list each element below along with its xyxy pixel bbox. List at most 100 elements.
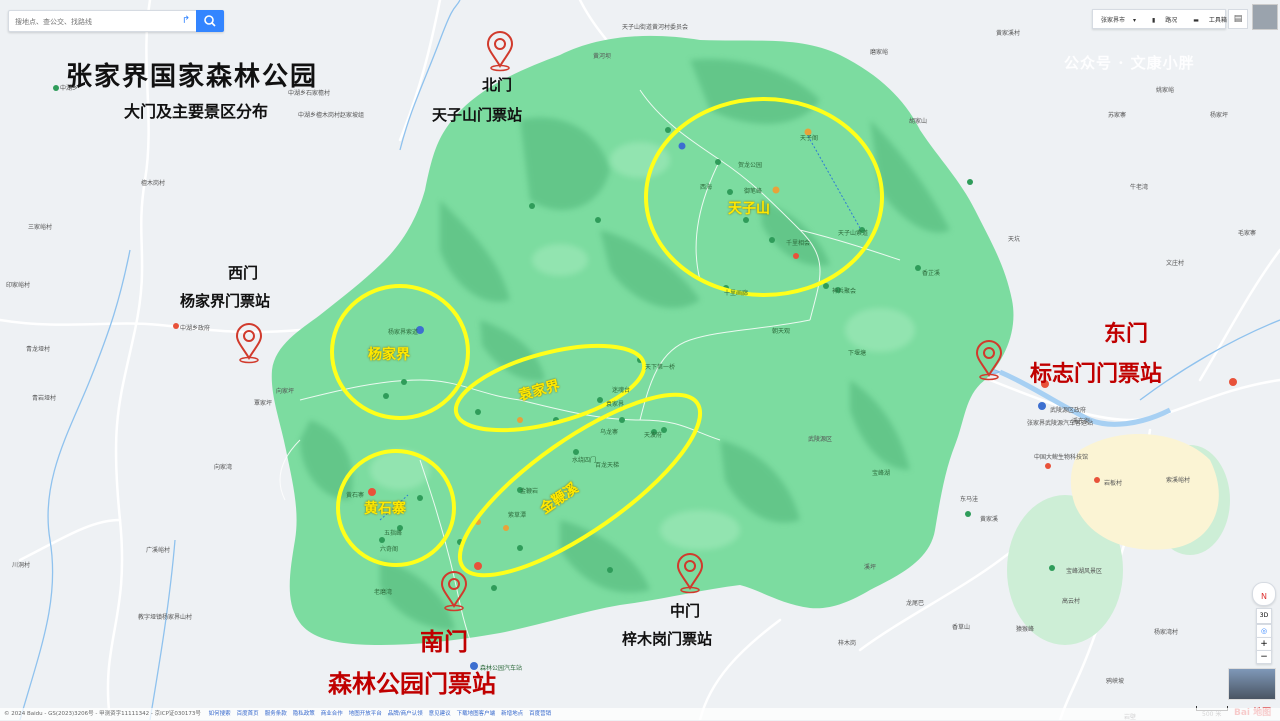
place-label[interactable]: 老磨湾 [374,589,393,596]
footer-link[interactable]: 意见建议 [428,711,451,717]
place-label[interactable]: 川洞村 [12,562,31,569]
footer-link[interactable]: 如何搜索 [208,711,231,717]
place-label[interactable]: 青岩垭村 [32,395,57,402]
place-label[interactable]: 中湖乡政府 [180,325,211,332]
place-label[interactable]: 索溪峪村 [1166,477,1191,484]
place-label[interactable]: 牛老湾 [1130,184,1149,191]
place-label[interactable]: 天坑 [1008,236,1021,243]
place-label[interactable]: 天子山索道 [838,230,869,237]
place-label[interactable]: 胡家山 [909,118,928,125]
place-label[interactable]: 下堰塘 [848,350,867,357]
place-label[interactable]: 鸦峡坡 [1106,678,1125,685]
place-label[interactable]: 覃家坪 [254,400,273,407]
location-pin-icon-west[interactable] [235,323,263,364]
place-label[interactable]: 中湖乡 [60,85,79,92]
place-label[interactable]: 神兵聚会 [832,288,857,295]
place-label[interactable]: 中湖乡石家檐村 [288,90,331,97]
place-label[interactable]: 溪布街 [1072,418,1091,425]
footer-link[interactable]: 品牌/商户认领 [387,711,423,717]
footer-link[interactable]: 服务条款 [264,711,287,717]
place-label[interactable]: 杨家界索道 [388,329,419,336]
place-label[interactable]: 宝峰湖 [872,470,891,477]
compass-button[interactable]: N [1252,582,1276,606]
place-label[interactable]: 广溪峪村 [146,547,171,554]
place-label[interactable]: 杨家湾村 [1154,629,1179,636]
route-icon[interactable]: ↱ [181,15,191,26]
location-pin-icon-east[interactable] [975,340,1003,381]
place-label[interactable]: 乌龙寨 [600,429,619,436]
place-label[interactable]: 中湖乡檀木岗村赵家坡组 [298,112,365,119]
place-label[interactable]: 武陵源区 [808,436,833,443]
place-label[interactable]: 朝天观 [772,328,791,335]
search-input[interactable] [13,13,177,30]
zoom-in-button[interactable]: + [1256,637,1272,651]
place-label[interactable]: 香芷溪 [922,270,941,277]
place-label[interactable]: 岩板村 [1104,480,1123,487]
place-label[interactable]: 黄河坝 [593,53,612,60]
place-label[interactable]: 东马洼 [960,496,979,503]
place-label[interactable]: 中国大鲵生物科技馆 [1034,454,1089,461]
place-label[interactable]: 迷魂台 [612,387,631,394]
place-label[interactable]: 向家湾 [214,464,233,471]
footer-link[interactable]: 地图开放平台 [348,711,382,717]
place-label[interactable]: 溪坪 [864,564,877,571]
place-label[interactable]: 十里画廊 [724,290,749,297]
place-label[interactable]: 印家峪村 [6,282,31,289]
footer-link[interactable]: 百度首页 [236,711,259,717]
place-label[interactable]: 文庄村 [1166,260,1185,267]
place-label[interactable]: 教字垭镇杨家界山村 [138,614,193,621]
place-label[interactable]: 向家坪 [276,388,295,395]
place-label[interactable]: 百龙天梯 [595,462,620,469]
place-label[interactable]: 千里相会 [786,240,811,247]
panorama-thumbnail[interactable] [1228,668,1276,700]
place-label[interactable]: 天波府 [644,432,663,439]
place-label[interactable]: 宝峰湖风景区 [1066,568,1103,575]
place-label[interactable]: 青龙垭村 [26,346,51,353]
place-label[interactable]: 武陵源区政府 [1050,407,1087,414]
place-label[interactable]: 高云村 [1062,598,1081,605]
place-label[interactable]: 天子山街道黄河村委员会 [622,24,689,31]
place-label[interactable]: 檀木岗村 [141,180,166,187]
footer-link[interactable]: 百度营销 [529,711,552,717]
place-label[interactable]: 猿猴峰 [1016,626,1035,633]
3d-button[interactable]: 3D [1256,608,1272,624]
place-label[interactable]: 毛家寨 [1238,230,1257,237]
menu-button[interactable]: ▤ [1228,9,1248,29]
place-label[interactable]: 苏家寨 [1108,112,1127,119]
place-label[interactable]: 天子阁 [800,135,819,142]
place-label[interactable]: 水绕四门 [572,457,597,464]
place-label[interactable]: 黄家溪村 [996,30,1021,37]
place-label[interactable]: 杨家坪 [1210,112,1229,119]
place-label[interactable]: 张家界武陵源汽车客运站 [1027,420,1094,427]
place-label[interactable]: 梓木岗 [838,640,857,647]
place-label[interactable]: 五指峰 [384,530,403,537]
search-button[interactable] [196,10,224,32]
place-label[interactable]: 金鞭岩 [520,488,539,495]
location-pin-icon-south[interactable] [440,571,468,612]
place-label[interactable]: 贺龙公园 [738,162,763,169]
footer-link[interactable]: 商业合作 [320,711,343,717]
footer-link[interactable]: 下载地图客户端 [456,711,496,717]
location-pin-icon-north[interactable] [486,31,514,72]
locate-button[interactable]: ◎ [1256,624,1272,638]
location-pin-icon-middle[interactable] [676,553,704,594]
footer-link[interactable]: 新增地点 [501,711,524,717]
place-label[interactable]: 三家峪村 [28,224,53,231]
place-label[interactable]: 龙尾巴 [906,600,925,607]
place-label[interactable]: 西海 [700,184,713,191]
city-selector[interactable]: 张家界市 ▾ [1093,15,1144,24]
place-label[interactable]: 紫草潭 [508,512,527,519]
place-label[interactable]: 姚家峪 [1156,87,1175,94]
place-label[interactable]: 天下第一桥 [645,364,676,371]
place-label[interactable]: 香草山 [952,624,971,631]
zoom-out-button[interactable]: − [1256,650,1272,664]
place-label[interactable]: 磨家峪 [870,49,889,56]
place-label[interactable]: 黄石寨 [346,492,365,499]
traffic-button[interactable]: ▮ 路况 [1144,15,1185,24]
place-label[interactable]: 六奇阁 [380,546,399,553]
place-label[interactable]: 御笔峰 [744,188,763,195]
place-label[interactable]: 黄家溪 [980,516,999,523]
street-view-button[interactable] [1252,4,1278,30]
place-label[interactable]: 袁家界 [606,401,625,408]
